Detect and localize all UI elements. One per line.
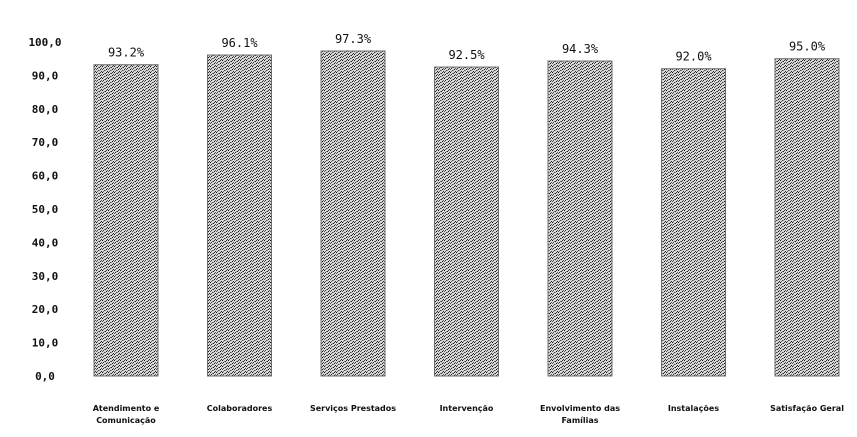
y-tick-label: 60,0 [32, 170, 59, 183]
category-labels: Atendimento e Comunicação Colaboradores Ser… [93, 404, 844, 425]
data-label: 93.2% [108, 46, 145, 60]
y-tick-label: 50,0 [32, 203, 59, 216]
category-label: Atendimento e Comunicação [93, 404, 160, 425]
y-tick-label: 100,0 [28, 36, 61, 49]
y-tick-label: 20,0 [32, 303, 59, 316]
bar [434, 66, 499, 377]
y-tick-label: 0,0 [35, 370, 55, 383]
bar [661, 68, 726, 377]
category-label: Colaboradores [207, 404, 273, 413]
y-tick-label: 40,0 [32, 236, 59, 249]
data-label: 95.0% [789, 40, 826, 54]
category-label: Satisfação Geral [770, 404, 844, 413]
bar [207, 54, 272, 377]
bar [93, 64, 159, 377]
bar [547, 60, 613, 377]
data-label: 94.3% [562, 42, 599, 56]
data-label: 92.0% [675, 50, 712, 64]
bar [774, 58, 840, 377]
y-tick-label: 30,0 [32, 270, 59, 283]
y-tick-label: 90,0 [32, 69, 59, 82]
data-label: 97.3% [335, 32, 372, 46]
data-labels: 93.2% 96.1% 97.3% 92.5% 94.3% 92.0% 95.0% [108, 32, 826, 64]
y-tick-label: 70,0 [32, 136, 59, 149]
data-label: 92.5% [448, 48, 485, 62]
category-label: Instalações [668, 404, 719, 413]
bar [320, 50, 386, 377]
bars [93, 50, 840, 377]
y-axis-ticks: 0,0 10,0 20,0 30,0 40,0 50,0 60,0 70,0 80,0 90,0 1… [28, 36, 61, 383]
y-tick-label: 80,0 [32, 103, 59, 116]
category-label: Envolvimento das Famílias [540, 404, 620, 425]
y-tick-label: 10,0 [32, 337, 59, 350]
category-label: Serviços Prestados [310, 404, 396, 413]
data-label: 96.1% [221, 36, 258, 50]
category-label: Intervenção [440, 404, 494, 413]
